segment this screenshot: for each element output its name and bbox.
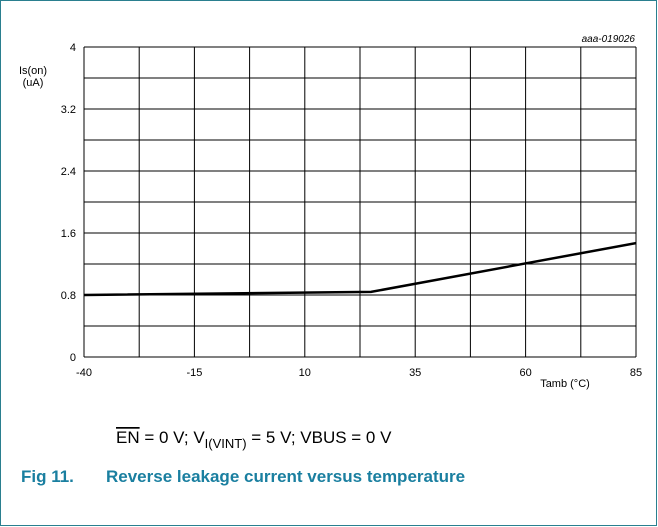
x-tick-label: -15 — [186, 367, 202, 379]
y-tick-label: 0.8 — [61, 290, 76, 302]
y-tick-label: 0 — [70, 352, 76, 364]
caption-text: = 0 V; V — [140, 428, 206, 447]
caption: EN = 0 V; VI(VINT) = 5 V; VBUS = 0 V — [116, 428, 392, 451]
data-line — [83, 241, 637, 297]
y-tick-label: 4 — [70, 42, 76, 54]
y-tick-label: 1.6 — [61, 228, 76, 240]
y-axis-label: Is(on) — [19, 65, 47, 77]
x-tick-label: -40 — [76, 367, 92, 379]
caption-subscript: I(VINT) — [205, 436, 247, 451]
x-tick-label: 85 — [630, 367, 642, 379]
caption-text: = 5 V; VBUS = 0 V — [247, 428, 393, 447]
y-tick-label: 3.2 — [61, 104, 76, 116]
figure-code: aaa-019026 — [582, 34, 636, 45]
caption-overline: EN — [116, 428, 140, 447]
x-axis-label: Tamb (°C) — [540, 378, 590, 390]
y-axis-label: (uA) — [23, 77, 44, 89]
figure-title: Reverse leakage current versus temperatu… — [106, 467, 465, 486]
figure-number: Fig 11. — [21, 467, 74, 486]
x-tick-label: 60 — [519, 367, 531, 379]
x-tick-label: 35 — [409, 367, 421, 379]
x-tick-label: 10 — [299, 367, 311, 379]
y-tick-label: 2.4 — [61, 166, 76, 178]
